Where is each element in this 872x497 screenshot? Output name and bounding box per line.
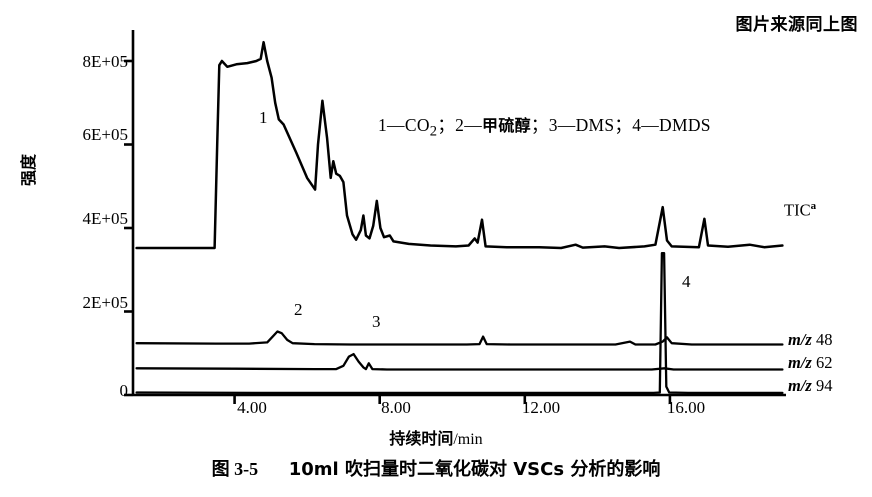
trace-label-mz48: m/z 48 [788,330,833,349]
peak-label-3: 3 [372,312,381,331]
trace-tic [135,40,784,250]
trace-m-z-48 [135,330,784,346]
figure-caption: 图 3-5 10ml 吹扫量时二氧化碳对 VSCs 分析的影响 [0,455,872,481]
peak-legend: 1—CO2；2—甲硫醇；3—DMS；4—DMDS [378,112,711,141]
y-tick-6e5: 6E+05 [82,125,128,144]
plot-axes [124,30,786,404]
source-note: 图片来源同上图 [735,15,858,35]
x-tick-16: 16.00 [666,398,706,417]
peak-label-4: 4 [682,272,691,291]
trace-label-mz94: m/z 94 [788,376,833,395]
trace-m-z-94 [135,251,784,395]
y-tick-2e5: 2E+05 [82,293,128,312]
peak-label-1: 1 [259,108,268,127]
peak-label-2: 2 [294,300,303,319]
x-axis-label: 持续时间/min [389,429,483,448]
trace-label-tic: TICa [784,200,817,220]
caption-figure-number: 图 3-5 [211,459,259,479]
trace-label-mz62: m/z 62 [788,353,833,372]
x-tick-12: 12.00 [521,398,561,417]
plot-traces [135,40,784,395]
y-tick-8e5: 8E+05 [82,52,128,71]
x-tick-4: 4.00 [237,398,267,417]
trace-m-z-62 [135,352,784,371]
x-tick-8: 8.00 [381,398,411,417]
y-tick-0: 0 [119,381,129,400]
peak-legend-text: 1—CO2；2—甲硫醇；3—DMS；4—DMDS [378,115,711,140]
y-tick-4e5: 4E+05 [82,209,128,228]
caption-title: 10ml 吹扫量时二氧化碳对 VSCs 分析的影响 [288,459,661,480]
